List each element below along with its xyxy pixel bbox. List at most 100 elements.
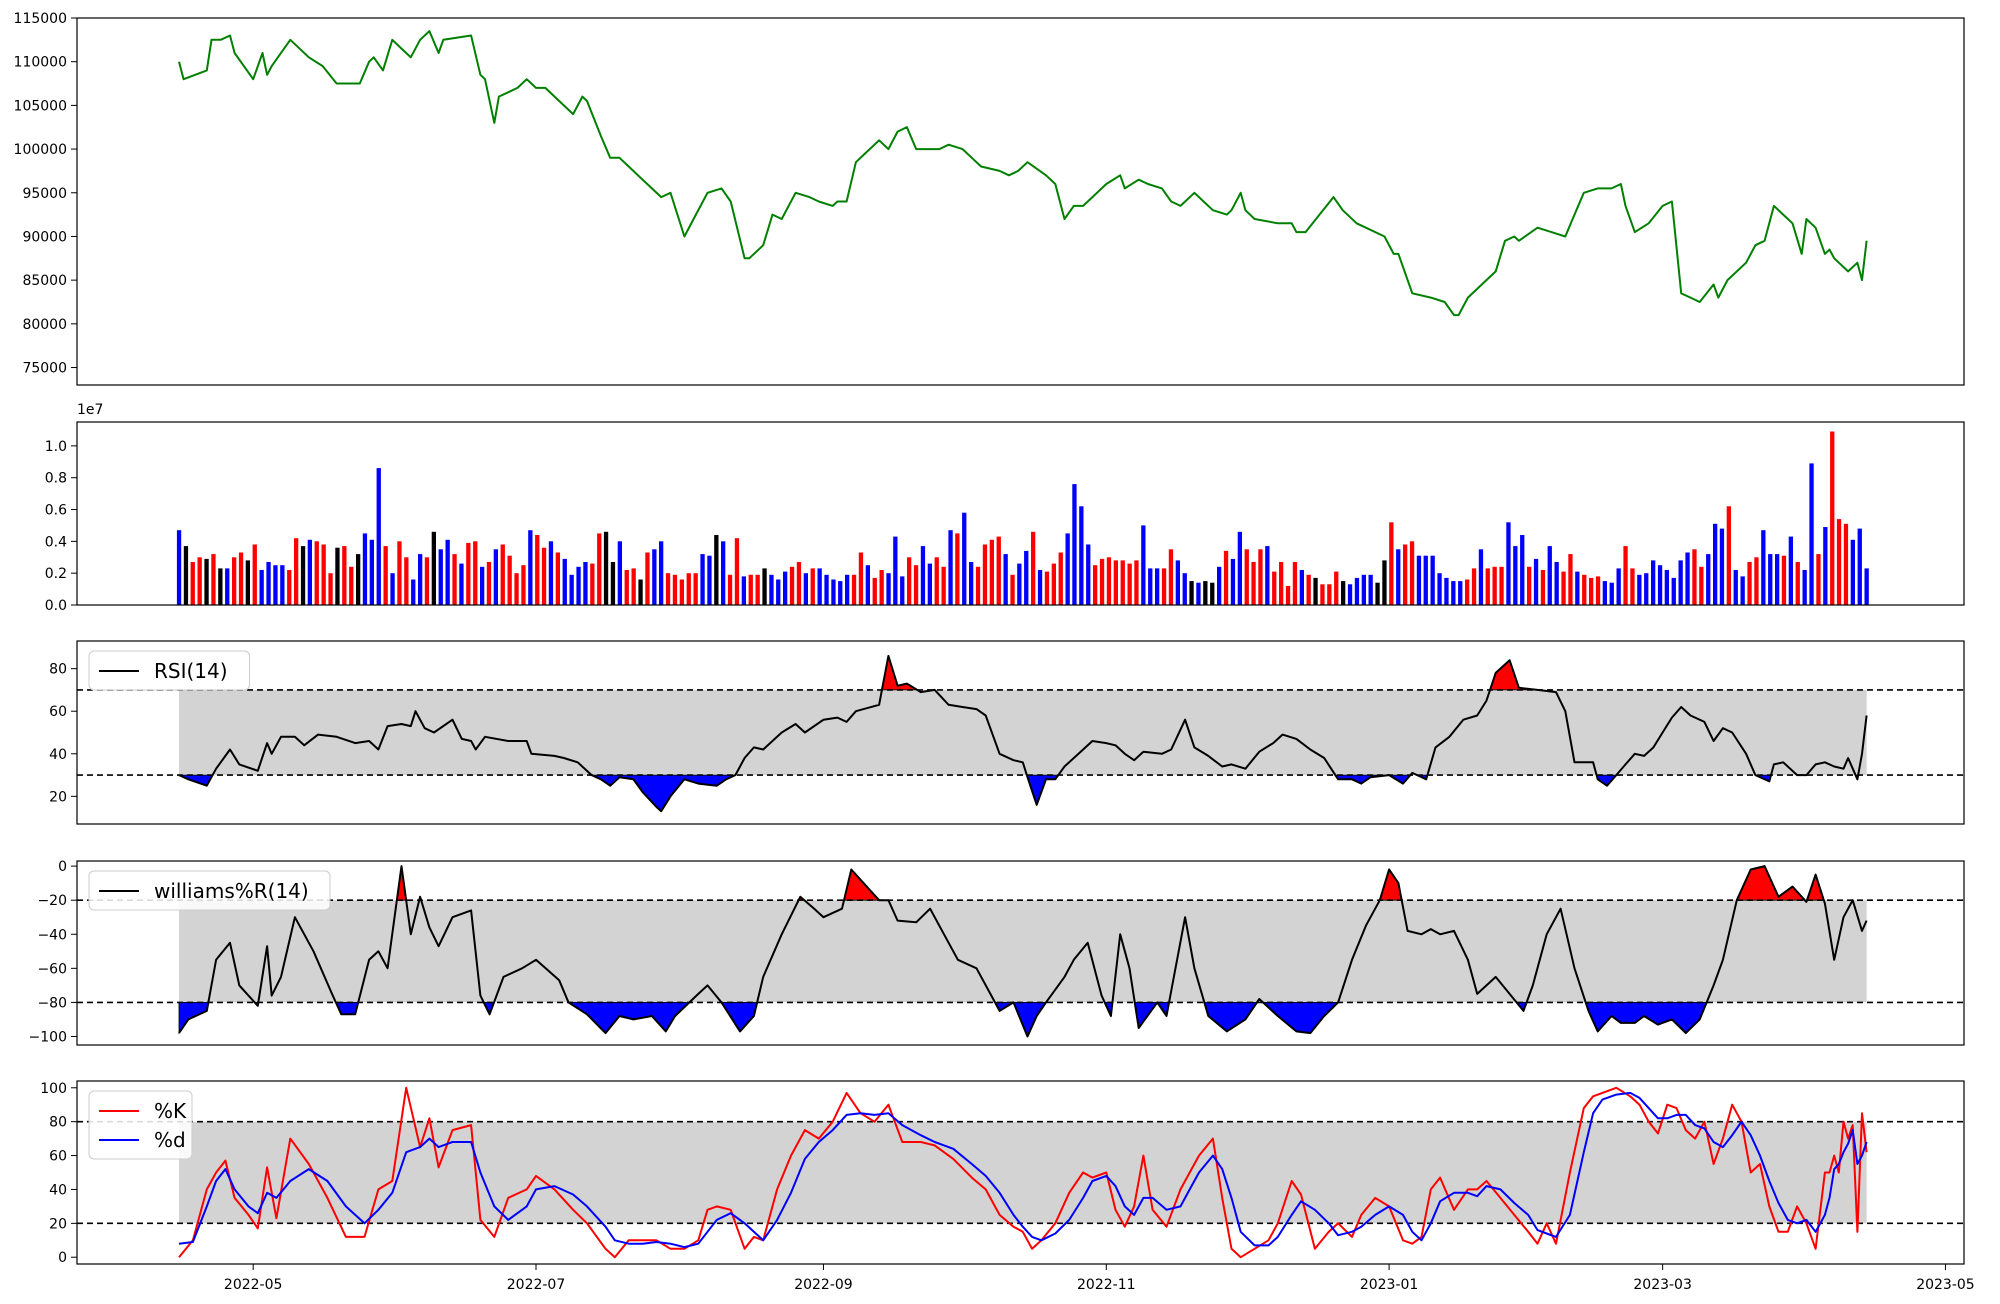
volume-bar	[1616, 568, 1621, 605]
volume-bar	[631, 568, 636, 605]
volume-bar	[245, 560, 250, 605]
volume-bar	[1003, 554, 1008, 605]
volume-bar	[541, 547, 547, 605]
volume-bar	[321, 544, 326, 605]
volume-bar	[1079, 506, 1084, 605]
volume-bar	[473, 541, 478, 605]
volume-bar	[1403, 544, 1408, 605]
volume-bar	[810, 568, 815, 605]
stochastic-legend-label: %d	[154, 1128, 186, 1152]
volume-bar	[1127, 563, 1132, 605]
volume-bar	[624, 570, 629, 605]
volume-bar	[307, 539, 312, 605]
volume-bar	[1099, 558, 1105, 605]
volume-bar	[948, 530, 953, 605]
volume-bar	[1671, 577, 1676, 605]
volume-bar	[1265, 546, 1270, 605]
stochastic-d-line	[178, 1091, 1868, 1249]
volume-bar	[1699, 566, 1704, 605]
volume-bar	[1754, 557, 1759, 605]
volume-bar	[314, 541, 319, 605]
date-tick-label: 2023-05	[1916, 1277, 1975, 1293]
williams-series-line	[178, 865, 1868, 1038]
volume-bar	[1196, 582, 1201, 605]
volume-bar	[190, 562, 195, 605]
volume-bar	[962, 512, 967, 605]
rsi-band	[179, 689, 1867, 776]
volume-bar	[1230, 558, 1236, 605]
volume-bar	[776, 579, 781, 605]
volume-bar	[390, 573, 395, 605]
volume-bar	[927, 563, 932, 605]
volume-bar	[1430, 555, 1435, 605]
rsi-frame	[76, 640, 1965, 825]
date-axis: 2022-05 2022-07 2022-09 2022-11 2023-01 2023-…	[224, 1264, 1975, 1293]
volume-bar	[1375, 582, 1380, 605]
volume-bar	[920, 546, 926, 605]
volume-bar	[1451, 581, 1456, 605]
volume-bar	[500, 544, 505, 605]
rsi-ytick-label: 80	[49, 662, 67, 678]
volume-bar	[225, 568, 230, 605]
volume-bar	[1492, 566, 1497, 605]
volume-bar	[1816, 554, 1821, 605]
volume-bar	[383, 546, 388, 605]
volume-bar	[273, 565, 278, 605]
volume-bar	[1217, 566, 1222, 605]
rsi-ytick-label: 20	[49, 789, 67, 805]
date-tick-label: 2023-01	[1360, 1277, 1419, 1293]
volume-bar	[755, 574, 760, 605]
volume-bar	[996, 536, 1001, 605]
volume-bar	[1506, 522, 1511, 605]
volume-bar	[300, 546, 306, 605]
price-series-line	[178, 30, 1868, 317]
volume-bar	[1864, 568, 1869, 605]
volume-bar	[789, 566, 795, 605]
volume-bar	[1175, 560, 1180, 605]
volume-bar	[1747, 562, 1752, 605]
volume-bar	[1485, 568, 1490, 605]
volume-bar	[603, 531, 609, 605]
volume-bar	[707, 555, 712, 605]
volume-bar	[328, 573, 333, 605]
volume-bar	[934, 557, 939, 605]
volume-ytick-label: 0.4	[45, 534, 67, 550]
volume-bar	[1258, 549, 1263, 605]
volume-bar	[1368, 574, 1373, 605]
volume-bar	[686, 573, 691, 605]
volume-bar	[638, 579, 643, 605]
volume-bar	[941, 566, 946, 605]
price-ytick-label: 115000	[14, 11, 67, 27]
volume-bar	[1327, 584, 1332, 605]
volume-bar	[721, 541, 726, 605]
price-frame	[76, 17, 1965, 386]
volume-bar	[418, 554, 423, 605]
volume-bar	[955, 533, 960, 605]
volume-bar	[1416, 555, 1422, 605]
volume-bar	[1072, 484, 1077, 605]
volume-bar	[590, 563, 595, 605]
volume-bar	[376, 468, 381, 605]
volume-bar	[294, 538, 299, 605]
williams-oversold-fill	[1203, 1002, 1258, 1032]
volume-bar	[989, 539, 994, 605]
volume-bar	[913, 565, 919, 605]
volume-bar	[1037, 570, 1043, 605]
volume-bar	[569, 574, 574, 605]
volume-bar	[1623, 546, 1628, 605]
volume-bar	[349, 566, 354, 605]
volume-bar	[1706, 554, 1711, 605]
volume-bar	[1120, 560, 1125, 605]
volume-bar	[762, 568, 767, 605]
volume-bar	[831, 579, 836, 605]
volume-bar	[1292, 562, 1298, 605]
volume-bar	[1471, 568, 1477, 605]
volume-bar	[535, 535, 540, 605]
volume-bar	[1850, 539, 1855, 605]
volume-bar	[1761, 530, 1766, 605]
volume-bar	[1086, 544, 1091, 605]
volume-bar	[356, 554, 361, 605]
volume-bar	[493, 549, 498, 605]
volume-bar	[1251, 562, 1256, 605]
